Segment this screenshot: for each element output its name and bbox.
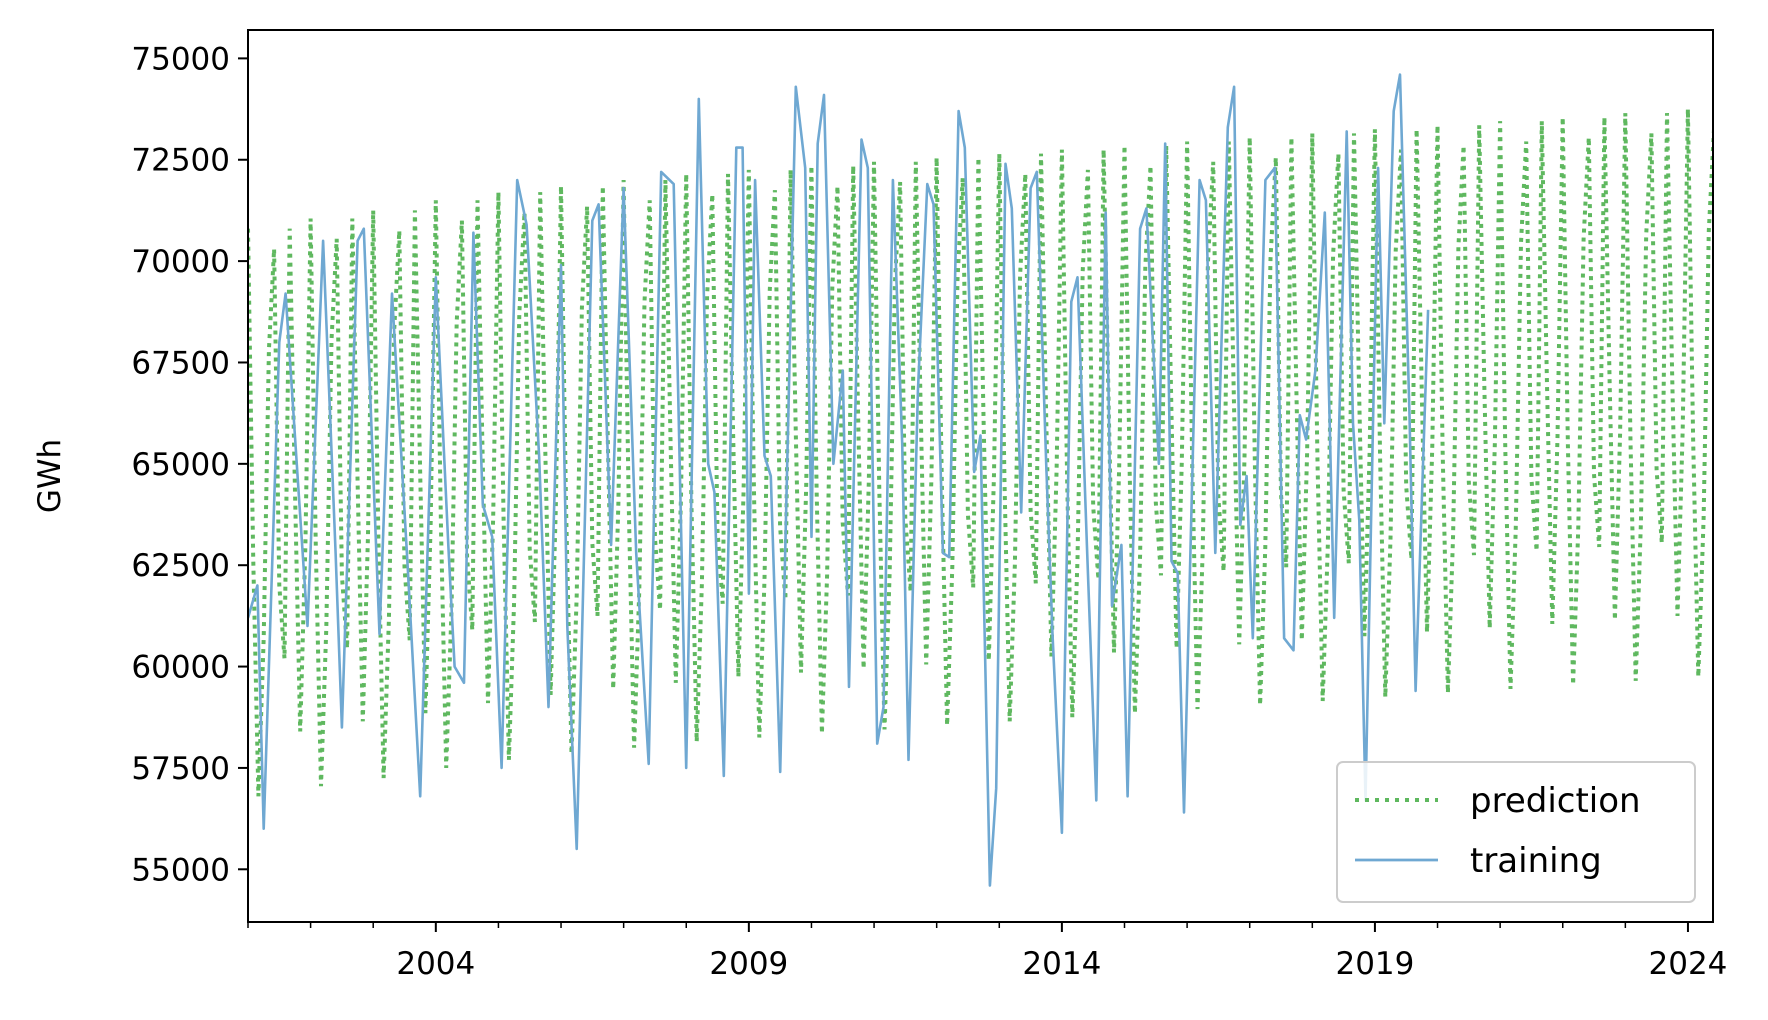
x-tick-label: 2014 <box>1022 946 1101 982</box>
y-tick-label: 62500 <box>131 548 230 584</box>
legend-box <box>1336 761 1696 903</box>
y-tick-label: 67500 <box>131 345 230 381</box>
y-tick-label: 55000 <box>131 852 230 888</box>
y-tick-label: 72500 <box>131 143 230 179</box>
y-tick-label: 75000 <box>131 41 230 77</box>
x-axis: 2004 2009 2014 2019 2024 <box>247 922 1728 982</box>
plot-frame <box>247 29 1714 923</box>
x-tick-label: 2004 <box>396 946 475 982</box>
x-tick-label: 2024 <box>1649 946 1728 982</box>
x-tick-label: 2009 <box>709 946 788 982</box>
legend: prediction training <box>1336 761 1696 903</box>
y-tick-label: 70000 <box>131 244 230 280</box>
legend-prediction-label: prediction <box>1470 781 1641 821</box>
y-tick-label: 57500 <box>131 751 230 787</box>
x-tick-label: 2019 <box>1335 946 1414 982</box>
training-series-line <box>248 73 1430 887</box>
prediction-series-line <box>248 109 1713 797</box>
legend-training-label: training <box>1470 841 1602 881</box>
y-tick-label: 65000 <box>131 447 230 483</box>
y-axis: 55000 57500 60000 62500 65000 67500 70000 72500… <box>131 41 248 888</box>
y-axis-label: GWh <box>32 439 68 513</box>
y-tick-label: 60000 <box>131 650 230 686</box>
